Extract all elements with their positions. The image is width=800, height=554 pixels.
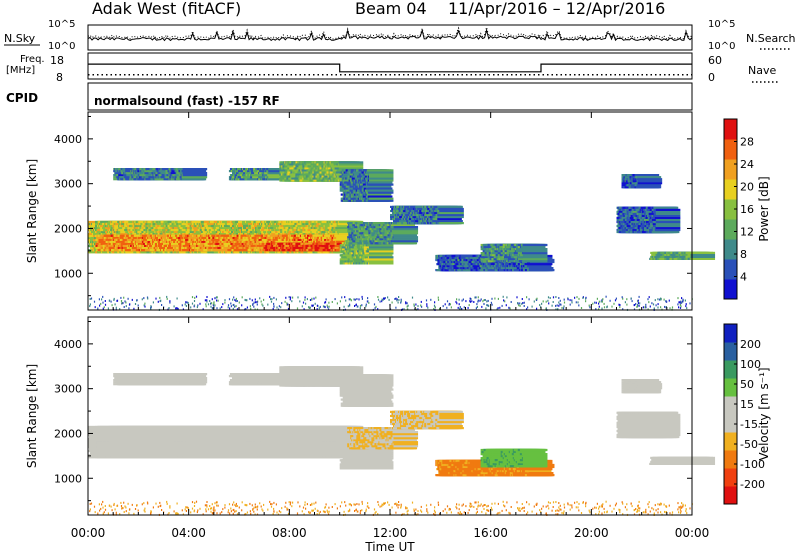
nave-label: Nave — [748, 64, 776, 77]
noise-panel-frame — [87, 24, 693, 51]
freq-tick-low: 8 — [56, 71, 63, 84]
beam-label: Beam 04 — [355, 0, 427, 18]
power-cell — [338, 165, 364, 168]
power-cell — [182, 172, 208, 175]
nsky-label: N.Sky — [4, 32, 36, 45]
freq-label: Freq. [MHz] — [6, 54, 45, 76]
noise-panel: N.Sky 10^5 10^0 10^5 10^0 N.Search — [4, 19, 796, 52]
nsearch-series-line — [87, 26, 693, 41]
freq-series-line — [88, 63, 692, 73]
date-range: 11/Apr/2016 – 12/Apr/2016 — [448, 0, 665, 18]
power-echo-cells — [88, 161, 716, 311]
nave-tick-high: 60 — [708, 54, 722, 67]
freq-label-line: Freq. — [20, 54, 45, 65]
freq-label-line: [MHz] — [6, 65, 35, 76]
power-cell — [182, 176, 208, 179]
nsky-tick-low: 10^0 — [48, 41, 75, 52]
freq-tick-high: 18 — [50, 54, 64, 67]
power-cell — [338, 161, 364, 164]
power-cell — [181, 178, 207, 181]
nsearch-tick-high: 10^5 — [708, 19, 735, 30]
power-cell — [333, 238, 358, 241]
power-cell — [181, 170, 207, 173]
cpid-label: CPID — [6, 91, 38, 105]
nsearch-tick-low: 10^0 — [708, 41, 735, 52]
power-cell — [338, 163, 364, 166]
nave-tick-low: 0 — [708, 71, 715, 84]
power-cell — [182, 168, 208, 171]
power-cell — [335, 234, 360, 237]
frequency-panel: Freq. [MHz] 18 8 60 0 Nave — [6, 52, 780, 84]
cpid-value: normalsound (fast) -157 RF — [94, 94, 280, 108]
cpid-panel-frame — [87, 82, 693, 111]
frequency-panel-frame — [87, 52, 693, 80]
station-title: Adak West (fitACF) — [92, 0, 241, 18]
nsky-tick-high: 10^5 — [48, 19, 75, 30]
cpid-panel: CPID normalsound (fast) -157 RF — [6, 82, 693, 111]
power-cell — [338, 167, 364, 170]
power-cell — [182, 174, 208, 177]
nsky-series-line — [87, 28, 693, 42]
nsearch-label: N.Search — [746, 32, 796, 45]
